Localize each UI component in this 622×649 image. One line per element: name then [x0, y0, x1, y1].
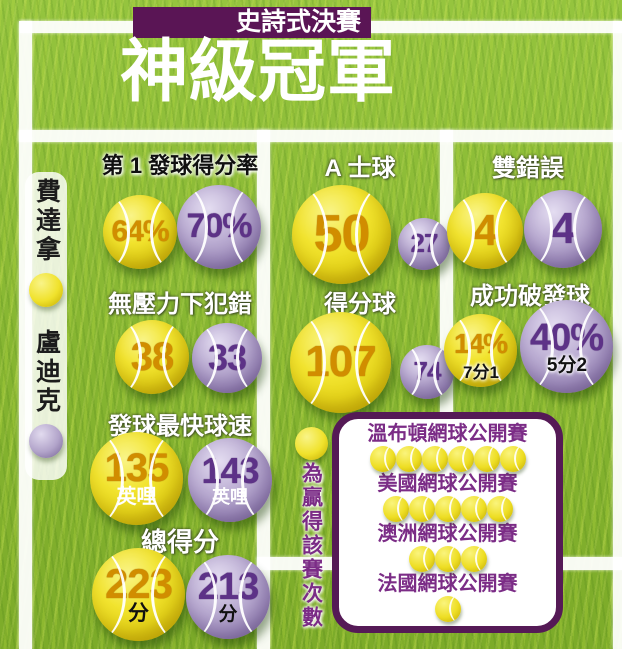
ball-first-serve-federer: 64% — [103, 195, 177, 269]
aces-federer-value: 50 — [313, 204, 371, 263]
stat-first-serve-label: 第 1 發球得分率 — [101, 153, 259, 178]
win-ball-icon — [486, 495, 513, 522]
unforced-roddick-value: 33 — [207, 337, 247, 379]
banner: 史詩式決賽 — [133, 7, 371, 38]
total-federer-value: 223 — [104, 559, 173, 607]
federer-ball-icon — [29, 273, 63, 307]
doublefaults-roddick-value: 4 — [551, 203, 576, 253]
win-ball-icon — [460, 545, 487, 572]
tournament-us-open: 美國網球公開賽 — [377, 472, 518, 495]
first-serve-roddick-value: 70% — [186, 207, 252, 246]
banner-label: 史詩式決賽 — [235, 8, 361, 36]
tournament-australian-open: 澳洲網球公開賽 — [377, 522, 518, 545]
win-ball-icon — [434, 495, 461, 522]
ball-doublefaults-roddick: 4 — [524, 190, 602, 268]
court-line-divider-1 — [257, 130, 270, 649]
winners-federer-value: 107 — [305, 337, 376, 387]
win-ball-icon — [369, 445, 396, 472]
aces-roddick-value: 27 — [410, 228, 439, 259]
ball-fastest-federer: 135 英哩 — [90, 432, 183, 525]
winners-roddick-value: 74 — [413, 356, 442, 387]
stat-break-points-label: 成功破發球 — [470, 283, 590, 310]
tournament-wimbledon: 溫布頓網球公開賽 — [367, 422, 528, 445]
french-open-wins-balls — [434, 595, 461, 622]
breakpoints-federer-note: 7分1 — [463, 363, 499, 382]
fastest-roddick-value: 143 — [201, 450, 259, 492]
court-line-middle — [19, 130, 622, 142]
total-roddick-value: 213 — [197, 566, 259, 609]
wimbledon-wins-balls — [369, 445, 526, 472]
breakpoints-roddick-note: 5分2 — [546, 355, 588, 376]
win-ball-icon — [460, 495, 487, 522]
fastest-federer-unit: 英哩 — [116, 485, 157, 508]
ball-aces-federer: 50 — [292, 185, 391, 284]
win-ball-icon — [408, 495, 435, 522]
ball-total-federer: 223 分 — [92, 548, 185, 641]
player-roddick-name: 盧迪克 — [32, 329, 61, 416]
ball-unforced-roddick: 33 — [192, 323, 262, 393]
page-title: 神級冠軍 — [119, 34, 396, 110]
player-federer-name: 費達拿 — [32, 178, 61, 265]
stat-unforced-errors-label: 無壓力下犯錯 — [108, 291, 252, 318]
win-ball-icon — [434, 595, 461, 622]
tournament-french-open: 法國網球公開賽 — [377, 572, 518, 595]
australian-open-wins-balls — [408, 545, 487, 572]
fastest-roddick-unit: 英哩 — [212, 486, 248, 507]
legend-ball-icon — [295, 427, 328, 460]
us-open-wins-balls — [382, 495, 513, 522]
win-ball-icon — [421, 445, 448, 472]
doublefaults-federer-value: 4 — [473, 205, 498, 255]
win-ball-icon — [395, 445, 422, 472]
first-serve-federer-value: 64% — [111, 215, 169, 249]
win-ball-icon — [473, 445, 500, 472]
grand-slam-legend-text: 為贏得該賽次數 — [299, 462, 323, 630]
stat-fastest-serve-label: 發球最快球速 — [108, 413, 252, 440]
win-ball-icon — [434, 545, 461, 572]
win-ball-icon — [408, 545, 435, 572]
stat-winners-label: 得分球 — [324, 291, 396, 318]
win-ball-icon — [382, 495, 409, 522]
breakpoints-roddick-value: 40% — [529, 317, 604, 360]
ball-total-roddick: 213 分 — [186, 555, 270, 639]
ball-doublefaults-federer: 4 — [447, 193, 523, 269]
unforced-federer-value: 38 — [130, 334, 174, 379]
ball-breakpoints-federer: 14% — [444, 314, 517, 387]
roddick-ball-icon — [29, 424, 63, 458]
win-ball-icon — [447, 445, 474, 472]
stat-double-faults-label: 雙錯誤 — [492, 155, 564, 182]
grand-slam-legend: 為贏得該賽次數 — [288, 462, 334, 635]
ball-aces-roddick: 27 — [398, 218, 450, 270]
total-federer-unit: 分 — [128, 602, 149, 626]
win-ball-icon — [499, 445, 526, 472]
total-roddick-unit: 分 — [218, 603, 238, 625]
ball-unforced-federer: 38 — [115, 320, 189, 394]
ball-breakpoints-roddick: 40% — [520, 300, 613, 393]
fastest-federer-value: 135 — [104, 446, 170, 491]
player-legend: 費達拿 盧迪克 — [25, 172, 67, 480]
court-line-right — [613, 21, 622, 649]
ball-fastest-roddick: 143 英哩 — [188, 438, 272, 522]
ball-first-serve-roddick: 70% — [177, 185, 261, 269]
stat-aces-label: A 士球 — [324, 155, 396, 182]
ball-winners-federer: 107 — [290, 312, 391, 413]
breakpoints-federer-value: 14% — [453, 327, 508, 359]
stat-total-points-label: 總得分 — [140, 527, 219, 557]
grand-slam-box: 溫布頓網球公開賽 美國網球公開賽 澳洲網球公開賽 法國網球公開賽 — [332, 412, 563, 633]
